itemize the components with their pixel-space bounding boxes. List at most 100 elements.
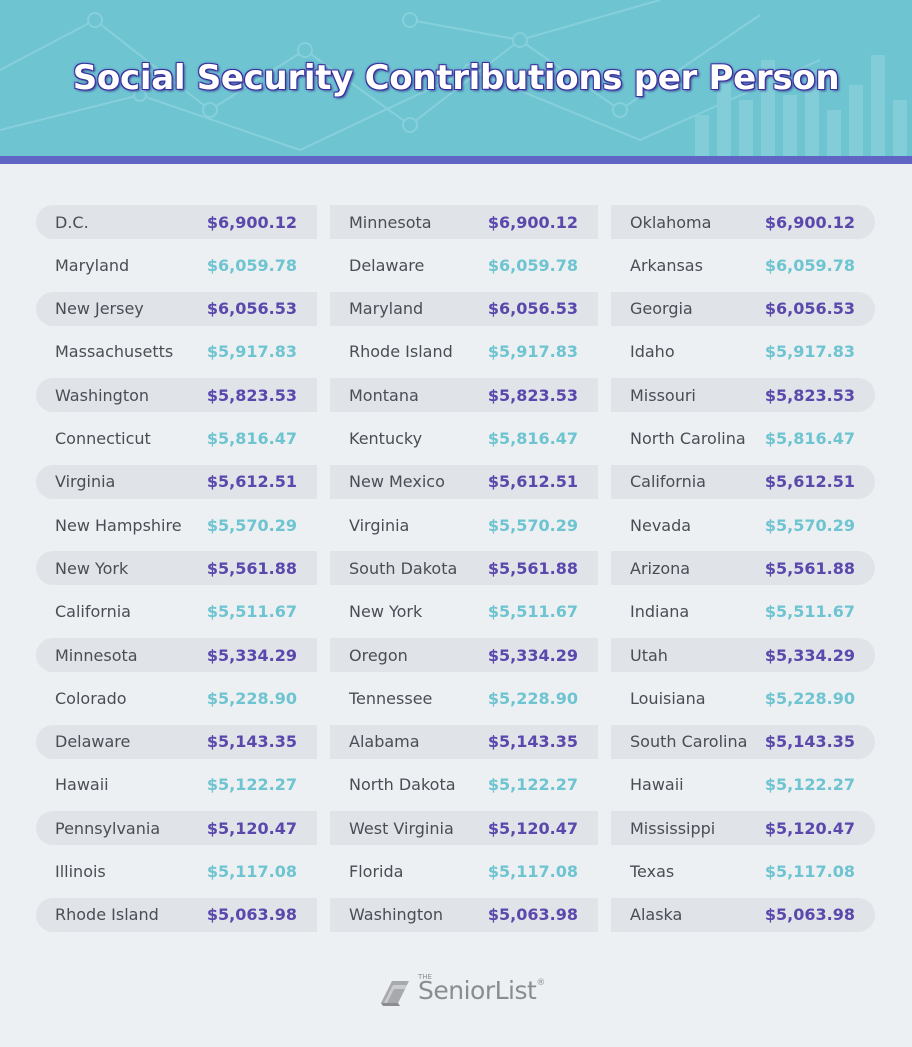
state-name: Rhode Island <box>55 905 159 925</box>
state-name: Connecticut <box>55 429 151 448</box>
table-row: Arizona $5,561.88 <box>611 551 875 586</box>
state-name: Georgia <box>630 299 693 319</box>
state-name: New York <box>55 558 129 578</box>
state-name: Arkansas <box>630 255 703 275</box>
table-row: Utah $5,334.29 <box>611 638 875 672</box>
state-name: Alaska <box>630 905 683 925</box>
table-row: New Hampshire $5,570.29 <box>36 508 317 542</box>
state-name: Minnesota <box>349 212 432 232</box>
logo-the-label: THE <box>418 973 432 981</box>
contribution-value: $6,056.53 <box>206 299 297 319</box>
state-name: New Jersey <box>55 299 144 319</box>
table-row: Texas $5,117.08 <box>611 855 875 889</box>
table-row: Hawaii $5,122.27 <box>611 768 875 802</box>
table-row: Tennessee $5,228.90 <box>330 681 598 715</box>
state-name: Pennsylvania <box>55 818 161 838</box>
state-name: Kentucky <box>349 429 423 448</box>
table-row: Rhode Island $5,917.83 <box>330 335 598 369</box>
contribution-value: $5,122.27 <box>487 775 578 795</box>
contribution-value: $5,511.67 <box>206 602 297 622</box>
contribution-value: $5,561.88 <box>764 558 855 578</box>
contribution-value: $5,570.29 <box>206 515 297 535</box>
state-name: Virginia <box>55 472 116 492</box>
contribution-value: $6,059.78 <box>487 255 578 275</box>
table-row: California $5,511.67 <box>36 595 317 629</box>
contribution-value: $5,816.47 <box>764 429 855 448</box>
table-row: Virginia $5,612.51 <box>36 464 317 499</box>
table-row: Oregon $5,334.29 <box>330 638 598 672</box>
state-name: Washington <box>55 385 150 405</box>
table-row: California $5,612.51 <box>611 464 875 499</box>
state-name: Arizona <box>630 558 691 578</box>
state-name: Alabama <box>349 732 420 752</box>
contribution-value: $5,117.08 <box>487 862 578 881</box>
contribution-value: $5,143.35 <box>206 732 297 752</box>
state-name: Minnesota <box>55 645 138 665</box>
table-row: Rhode Island $5,063.98 <box>36 897 317 932</box>
table-row: South Carolina $5,143.35 <box>611 724 875 759</box>
contribution-value: $5,063.98 <box>487 905 578 925</box>
table-row: Alabama $5,143.35 <box>330 724 598 759</box>
table-row: Delaware $6,059.78 <box>330 248 598 282</box>
table-row: Georgia $6,056.53 <box>611 291 875 326</box>
contribution-value: $5,063.98 <box>764 905 855 925</box>
state-name: Massachusetts <box>55 342 174 362</box>
contribution-value: $5,612.51 <box>206 472 297 492</box>
table-row: Pennsylvania $5,120.47 <box>36 811 317 846</box>
table-row: Arkansas $6,059.78 <box>611 248 875 282</box>
contribution-value: $5,561.88 <box>487 558 578 578</box>
state-name: Oregon <box>349 645 408 665</box>
table-row: New Mexico $5,612.51 <box>330 464 598 499</box>
contribution-value: $5,511.67 <box>764 602 855 622</box>
table-row: Alaska $5,063.98 <box>611 897 875 932</box>
table-row: Illinois $5,117.08 <box>36 855 317 889</box>
table-row: Missouri $5,823.53 <box>611 378 875 413</box>
header-banner: Social Security Contributions per Person <box>0 0 912 156</box>
table-row: Minnesota $6,900.12 <box>330 205 598 239</box>
state-name: Texas <box>630 862 675 881</box>
contribution-value: $5,122.27 <box>206 775 297 795</box>
table-row: North Carolina $5,816.47 <box>611 422 875 456</box>
contribution-value: $5,117.08 <box>206 862 297 881</box>
table-row: New York $5,511.67 <box>330 595 598 629</box>
contribution-value: $5,612.51 <box>487 472 578 492</box>
contribution-value: $5,120.47 <box>764 818 855 838</box>
table-row: Nevada $5,570.29 <box>611 508 875 542</box>
contribution-value: $6,900.12 <box>487 212 578 232</box>
table-row: Virginia $5,570.29 <box>330 508 598 542</box>
contribution-value: $5,816.47 <box>487 429 578 448</box>
state-name: Illinois <box>55 862 106 881</box>
table-row: Oklahoma $6,900.12 <box>611 205 875 239</box>
table-row: North Dakota $5,122.27 <box>330 768 598 802</box>
contribution-value: $5,334.29 <box>206 645 297 665</box>
contribution-value: $6,056.53 <box>764 299 855 319</box>
contribution-value: $5,612.51 <box>764 472 855 492</box>
state-name: Indiana <box>630 602 690 622</box>
state-name: West Virginia <box>349 818 454 838</box>
state-name: Maryland <box>349 299 424 319</box>
state-name: Montana <box>349 385 419 405</box>
state-name: New York <box>349 602 423 622</box>
contribution-value: $5,823.53 <box>206 385 297 405</box>
contribution-value: $5,143.35 <box>487 732 578 752</box>
contribution-value: $6,900.12 <box>206 212 297 232</box>
table-row: Mississippi $5,120.47 <box>611 811 875 846</box>
table-row: Connecticut $5,816.47 <box>36 422 317 456</box>
contribution-value: $6,900.12 <box>764 212 855 232</box>
contribution-value: $5,334.29 <box>764 645 855 665</box>
state-name: Hawaii <box>55 775 109 795</box>
contribution-value: $5,511.67 <box>487 602 578 622</box>
state-name: Hawaii <box>630 775 684 795</box>
contribution-value: $6,059.78 <box>206 255 297 275</box>
contribution-value: $5,143.35 <box>764 732 855 752</box>
state-name: Washington <box>349 905 444 925</box>
table-row: New York $5,561.88 <box>36 551 317 586</box>
contribution-value: $5,917.83 <box>487 342 578 362</box>
state-name: Mississippi <box>630 818 716 838</box>
state-name: D.C. <box>55 212 89 232</box>
state-name: Louisiana <box>630 688 706 708</box>
contribution-value: $5,120.47 <box>487 818 578 838</box>
state-name: Rhode Island <box>349 342 453 362</box>
table-row: New Jersey $6,056.53 <box>36 291 317 326</box>
table-row: Massachusetts $5,917.83 <box>36 335 317 369</box>
